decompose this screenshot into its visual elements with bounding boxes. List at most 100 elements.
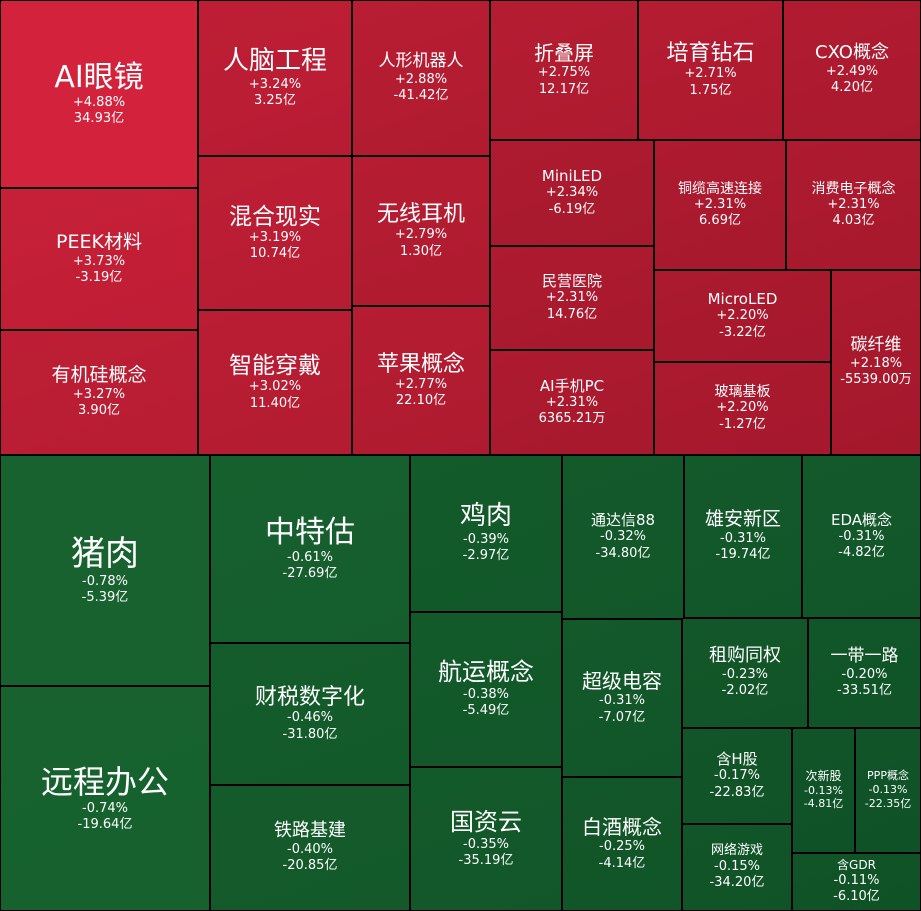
tile-20[interactable]: 玻璃基板 +2.20% -1.27亿	[654, 362, 831, 455]
tile-flow: 1.75亿	[689, 82, 732, 98]
tile-39[interactable]: 网络游戏 -0.15% -34.20亿	[682, 824, 792, 911]
tile-34[interactable]: 一带一路 -0.20% -33.51亿	[808, 618, 921, 728]
tile-change: +2.20%	[716, 400, 769, 416]
tile-name: 混合现实	[229, 203, 321, 230]
tile-flow: -6.10亿	[833, 888, 880, 904]
tile-37[interactable]: 次新股 -0.13% -4.81亿	[792, 728, 855, 853]
tile-flow: -4.81亿	[803, 797, 844, 811]
tile-name: CXO概念	[815, 42, 889, 64]
tile-change: -0.40%	[287, 842, 333, 858]
tile-change: +2.49%	[825, 64, 879, 80]
tile-name: 铜缆高速连接	[678, 180, 762, 197]
tile-flow: -5.39亿	[81, 590, 129, 606]
tile-name: 雄安新区	[704, 508, 781, 531]
tile-6[interactable]: 智能穿戴 +3.02% 11.40亿	[198, 310, 352, 455]
tile-change: -0.35%	[463, 836, 509, 852]
tile-flow: 4.20亿	[831, 80, 873, 96]
tile-18[interactable]: 碳纤维 +2.18% -5539.00万	[831, 270, 921, 455]
tile-30[interactable]: 雄安新区 -0.31% -19.74亿	[684, 455, 802, 618]
tile-36-h[interactable]: 含H股 -0.17% -22.83亿	[682, 728, 792, 824]
tile-33[interactable]: 租购同权 -0.23% -2.02亿	[682, 618, 808, 728]
tile-change: +3.24%	[248, 76, 302, 92]
tile-change: +4.88%	[72, 95, 126, 110]
tile-change: -0.31%	[838, 528, 885, 544]
tile-13-miniled[interactable]: MiniLED +2.34% -6.19亿	[490, 140, 654, 246]
tile-change: -0.11%	[833, 872, 880, 888]
tile-name: 消费电子概念	[811, 180, 896, 197]
tile-32[interactable]: 超级电容 -0.31% -7.07亿	[562, 619, 682, 777]
tile-9[interactable]: 苹果概念 +2.77% 22.10亿	[352, 306, 490, 455]
tile-flow: 12.17亿	[538, 81, 590, 97]
tile-27[interactable]: 航运概念 -0.38% -5.49亿	[410, 612, 562, 767]
tile-name: 网络游戏	[710, 842, 763, 858]
tile-10[interactable]: 折叠屏 +2.75% 12.17亿	[490, 0, 638, 140]
tile-change: -0.38%	[463, 687, 509, 703]
tile-22[interactable]: 远程办公 -0.74% -19.64亿	[0, 686, 210, 911]
tile-flow: -7.07亿	[598, 709, 646, 725]
tile-change: -0.17%	[714, 768, 760, 784]
tile-change: +2.31%	[545, 394, 599, 410]
tile-name: 民营医院	[541, 272, 602, 291]
tile-24[interactable]: 财税数字化 -0.46% -31.80亿	[210, 643, 410, 785]
tile-5[interactable]: 混合现实 +3.19% 10.74亿	[198, 156, 352, 310]
tile-flow: -4.14亿	[598, 855, 646, 871]
tile-change: +2.20%	[716, 308, 769, 324]
tile-12-cxo[interactable]: CXO概念 +2.49% 4.20亿	[783, 0, 921, 140]
tile-name: PEEK材料	[56, 230, 142, 253]
tile-1-ai[interactable]: AI眼镜 +4.88% 34.93亿	[0, 0, 198, 188]
tile-38-ppp[interactable]: PPP概念 -0.13% -22.35亿	[855, 728, 921, 853]
tile-flow: -2.02亿	[721, 683, 769, 699]
tile-29-88[interactable]: 通达信88 -0.32% -34.80亿	[562, 455, 684, 619]
tile-flow: -31.80亿	[282, 726, 338, 742]
tile-8[interactable]: 无线耳机 +2.79% 1.30亿	[352, 156, 490, 306]
tile-28[interactable]: 国资云 -0.35% -35.19亿	[410, 767, 562, 911]
tile-flow: -3.22亿	[719, 324, 766, 340]
tile-change: -0.31%	[599, 693, 645, 709]
tile-19-ai-pc[interactable]: AI手机PC +2.31% 6365.21万	[490, 350, 654, 455]
tile-change: +2.71%	[684, 66, 737, 82]
tile-name: 国资云	[450, 807, 522, 836]
tile-14[interactable]: 铜缆高速连接 +2.31% 6.69亿	[654, 140, 786, 270]
tile-name: 人形机器人	[378, 50, 464, 71]
tile-25[interactable]: 铁路基建 -0.40% -20.85亿	[210, 785, 410, 911]
tile-change: +2.75%	[537, 65, 591, 81]
tile-40-gdr[interactable]: 含GDR -0.11% -6.10亿	[792, 853, 921, 911]
tile-change: -0.61%	[287, 550, 333, 565]
tile-name: 超级电容	[582, 669, 662, 694]
tile-name: MiniLED	[541, 167, 603, 186]
tile-flow: -33.51亿	[837, 682, 892, 698]
tile-35[interactable]: 白酒概念 -0.25% -4.14亿	[562, 777, 682, 911]
tile-change: -0.23%	[722, 667, 768, 683]
tile-change: +2.77%	[394, 376, 448, 392]
tile-2-peek[interactable]: PEEK材料 +3.73% -3.19亿	[0, 188, 198, 330]
tile-16[interactable]: 民营医院 +2.31% 14.76亿	[490, 246, 654, 350]
tile-31-eda[interactable]: EDA概念 -0.31% -4.82亿	[802, 455, 921, 618]
tile-21[interactable]: 猪肉 -0.78% -5.39亿	[0, 455, 210, 686]
tile-flow: -19.64亿	[77, 816, 133, 832]
tile-3[interactable]: 有机硅概念 +3.27% 3.90亿	[0, 330, 198, 455]
tile-flow: -5.49亿	[462, 703, 510, 719]
tile-23[interactable]: 中特估 -0.61% -27.69亿	[210, 455, 410, 643]
tile-flow: 14.76亿	[546, 306, 598, 322]
tile-26[interactable]: 鸡肉 -0.39% -2.97亿	[410, 455, 562, 612]
tile-flow: -34.20亿	[709, 874, 765, 890]
tile-name: 中特估	[265, 514, 355, 550]
tile-15[interactable]: 消费电子概念 +2.31% 4.03亿	[786, 140, 921, 270]
tile-name: AI手机PC	[539, 376, 605, 395]
tile-change: +3.27%	[72, 387, 126, 403]
tile-4[interactable]: 人脑工程 +3.24% 3.25亿	[198, 0, 352, 156]
tile-flow: -3.19亿	[75, 269, 123, 285]
tile-flow: -41.42亿	[393, 87, 449, 103]
tile-change: +3.73%	[72, 253, 126, 269]
tile-11[interactable]: 培育钻石 +2.71% 1.75亿	[638, 0, 783, 140]
tile-7[interactable]: 人形机器人 +2.88% -41.42亿	[352, 0, 490, 156]
tile-change: +3.02%	[248, 379, 302, 395]
tile-name: 铁路基建	[274, 820, 346, 842]
tile-change: -0.78%	[82, 573, 128, 589]
tile-flow: 6365.21万	[538, 411, 606, 427]
tile-flow: -1.27亿	[719, 416, 766, 432]
tile-17-microled[interactable]: MicroLED +2.20% -3.22亿	[654, 270, 831, 362]
tile-name: 鸡肉	[459, 501, 512, 532]
tile-name: 一带一路	[830, 645, 899, 666]
tile-flow: 3.90亿	[78, 403, 120, 419]
